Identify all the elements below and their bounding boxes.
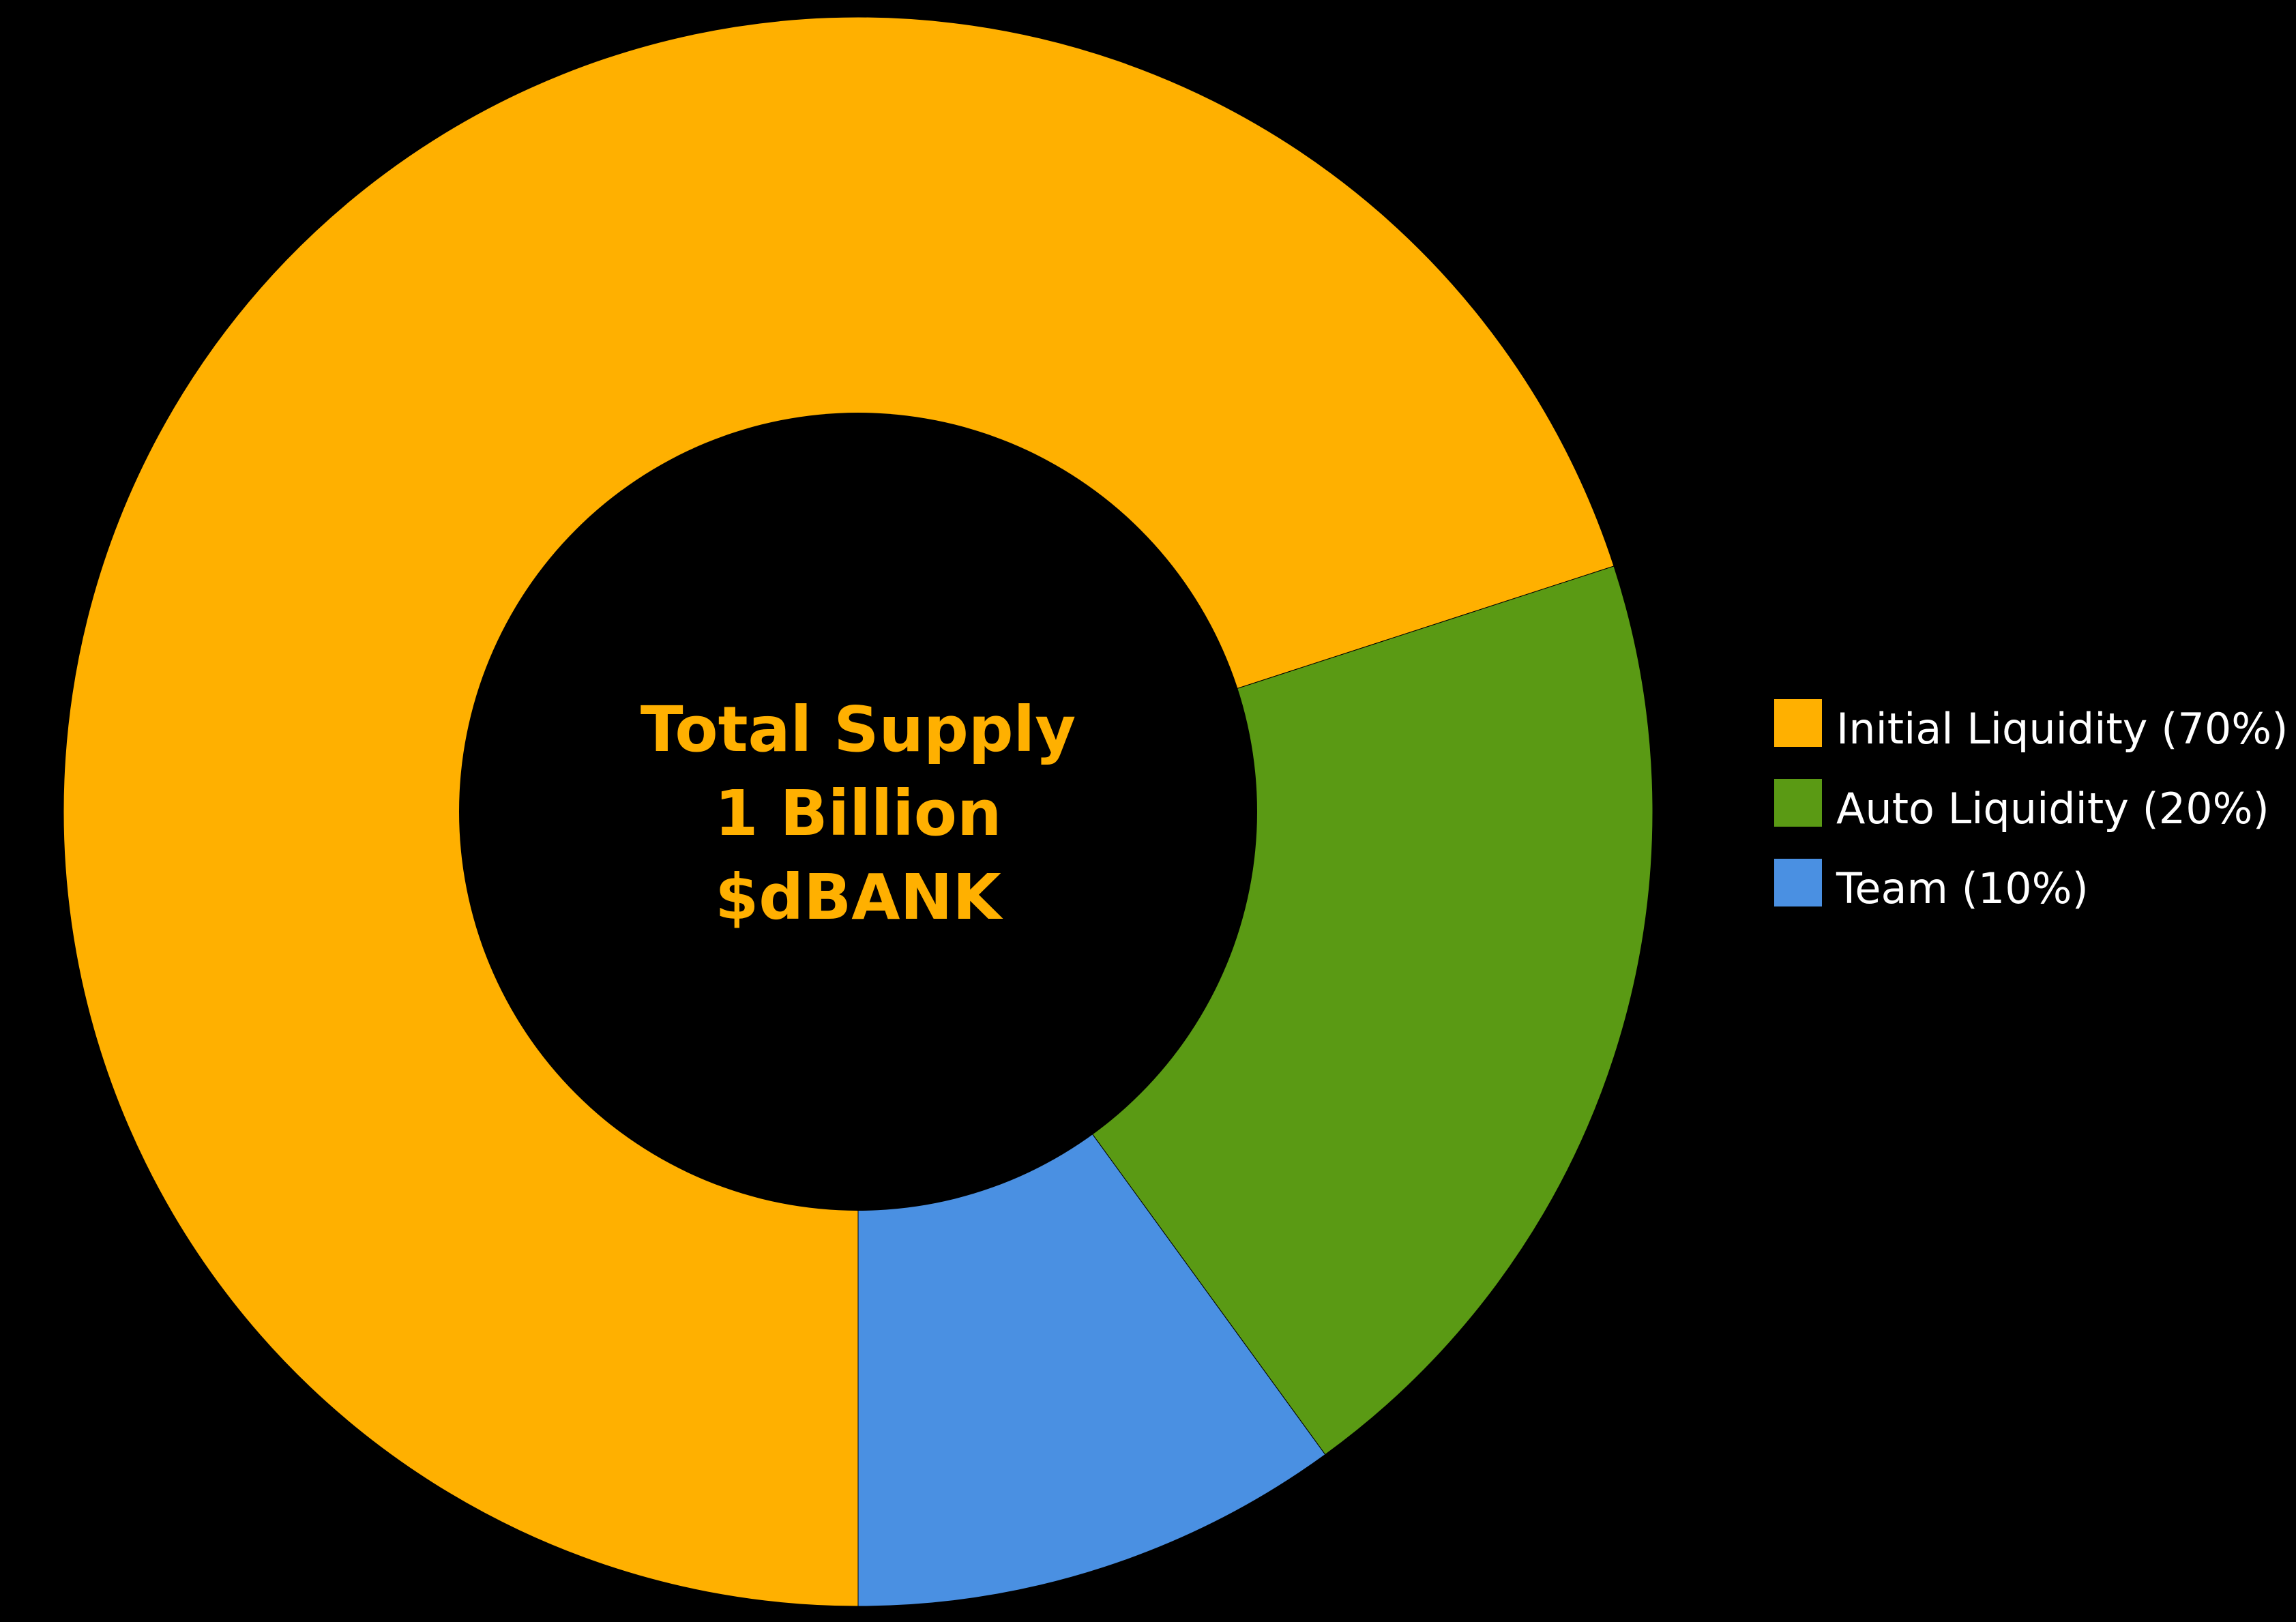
- legend-label-initial-liquidity: Initial Liquidity (70%): [1836, 704, 2288, 754]
- legend-label-team: Team (10%): [1836, 864, 2089, 913]
- center-label-line-2: 1 Billion: [714, 777, 1001, 850]
- legend-swatch-team: [1774, 859, 1822, 906]
- donut-hole: [459, 413, 1257, 1211]
- center-label-line-1: Total Supply: [641, 693, 1076, 766]
- legend: Initial Liquidity (70%) Auto Liquidity (…: [1774, 699, 2288, 913]
- legend-swatch-initial-liquidity: [1774, 699, 1822, 747]
- center-label-line-3: $dBANK: [715, 861, 1003, 934]
- legend-label-auto-liquidity: Auto Liquidity (20%): [1836, 784, 2269, 834]
- legend-swatch-auto-liquidity: [1774, 779, 1822, 827]
